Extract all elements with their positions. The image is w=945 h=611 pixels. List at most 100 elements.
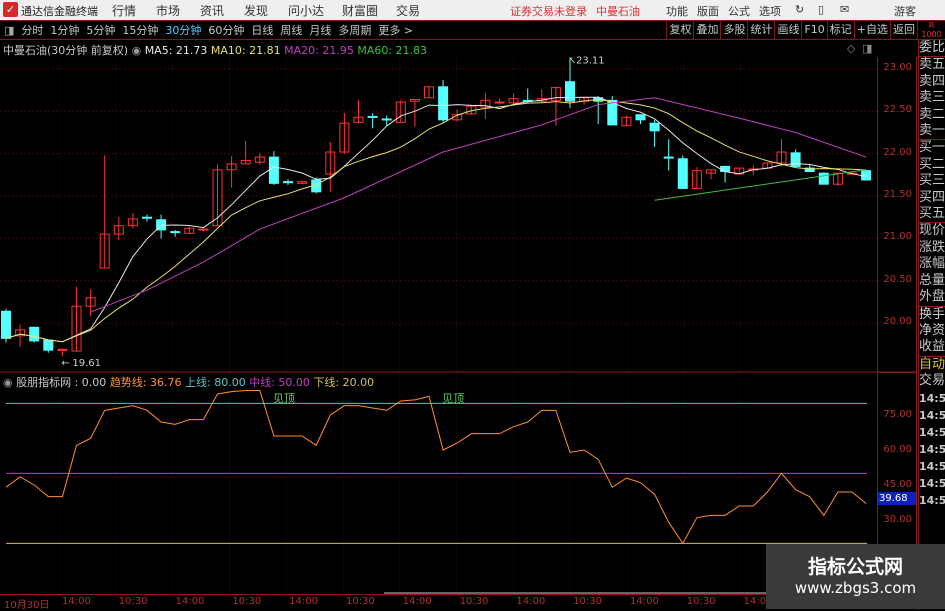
time-tick: 10月30日 (4, 600, 50, 611)
multi-stock-button[interactable]: 多股 (720, 21, 747, 39)
ma5-value: MA5: 21.73 (144, 44, 208, 57)
quote-field[interactable]: 总量 (919, 272, 945, 288)
quote-field[interactable]: 卖二 (919, 106, 945, 122)
candle-body (381, 118, 392, 121)
period-weekly[interactable]: 周线 (280, 24, 303, 37)
quote-field[interactable]: 外盘 (919, 289, 945, 305)
quote-field[interactable]: 收益 (919, 339, 945, 355)
menu-discover[interactable]: 发现 (244, 4, 269, 18)
time-tick: 14:00 (402, 596, 432, 607)
menu-quotes[interactable]: 行情 (112, 4, 137, 18)
candle-body (720, 165, 731, 172)
candle (339, 113, 350, 154)
time-tick: 14:00 (516, 596, 546, 607)
auto-trade-label[interactable]: 自动 (919, 355, 945, 372)
back-button[interactable]: 返回 (890, 21, 917, 39)
trend-label: 趋势线: 36.76 (109, 376, 182, 389)
quote-field[interactable]: 涨幅 (919, 256, 945, 272)
trade-time[interactable]: 14:56 (919, 459, 945, 473)
quote-field[interactable]: 涨跌 (919, 239, 945, 255)
quote-field[interactable]: 换手 (919, 305, 945, 322)
time-tick: 10:30 (459, 596, 489, 607)
refresh-icon[interactable]: ↻ (795, 3, 805, 16)
trade-time[interactable]: 14:56 (919, 408, 945, 422)
candle-body (677, 158, 688, 189)
indicator-tick: 75.00 (883, 409, 912, 420)
trade-time[interactable]: 14:56 (919, 493, 945, 507)
menu-function[interactable]: 功能 (666, 5, 688, 18)
candle (57, 348, 68, 357)
candle (677, 155, 688, 189)
mail-icon[interactable]: ✉ (840, 3, 850, 16)
quote-field[interactable]: 买二 (919, 156, 945, 172)
quote-field[interactable]: 买一 (919, 139, 945, 156)
panel-toggle-icon[interactable]: ◨ (4, 23, 15, 37)
quote-field[interactable]: 买三 (919, 173, 945, 189)
candle-body (367, 115, 378, 118)
quote-field[interactable]: 买五 (919, 206, 945, 222)
f10-button[interactable]: F10 (801, 21, 826, 39)
price-axis: 23.00 22.50 22.00 21.50 21.00 20.50 20.00 (877, 57, 917, 372)
menu-ask[interactable]: 问小达 (288, 4, 325, 18)
settings-icon[interactable]: ◉ (131, 44, 142, 57)
adjust-button[interactable]: 复权 (666, 21, 693, 39)
indicator-tick: 30.00 (883, 514, 912, 525)
menu-options[interactable]: 选项 (759, 5, 781, 18)
quote-field[interactable]: 卖五 (919, 56, 945, 73)
candle-body (283, 181, 293, 184)
candle (325, 141, 336, 192)
candle (776, 139, 787, 167)
diamond-icon[interactable]: ◇ (847, 42, 856, 55)
draw-button[interactable]: 画线 (774, 21, 801, 39)
add-watchlist-button[interactable]: +自选 (853, 21, 890, 39)
quote-field[interactable]: 卖四 (919, 73, 945, 89)
indicator-settings-icon[interactable]: ◉ (3, 376, 13, 389)
trade-time[interactable]: 14:56 (919, 442, 945, 456)
trade-time[interactable]: 14:56 (919, 476, 945, 490)
period-30min[interactable]: 30分钟 (165, 24, 202, 37)
candle-body (409, 98, 420, 102)
user-label[interactable]: 游客 (894, 5, 916, 18)
quote-field[interactable]: 委比 (919, 40, 945, 55)
menu-news[interactable]: 资讯 (200, 4, 225, 18)
period-multi[interactable]: 多周期 (338, 24, 372, 37)
overlay-button[interactable]: 叠加 (693, 21, 720, 39)
login-warning[interactable]: 证券交易未登录 (510, 5, 587, 18)
app-logo-icon: ✓ (3, 2, 18, 17)
ma20-line (90, 97, 867, 313)
candle (663, 139, 674, 171)
period-monthly[interactable]: 月线 (309, 24, 332, 37)
candle (268, 151, 279, 186)
period-15min[interactable]: 15分钟 (122, 24, 159, 37)
stats-button[interactable]: 统计 (747, 21, 774, 39)
candle (184, 226, 195, 235)
menu-trade[interactable]: 交易 (396, 4, 421, 18)
quote-field[interactable]: 卖一 (919, 123, 945, 139)
period-1min[interactable]: 1分钟 (50, 24, 80, 37)
period-intraday[interactable]: 分时 (21, 24, 44, 37)
period-60min[interactable]: 60分钟 (208, 24, 245, 37)
layout-icon[interactable]: ◨ (862, 42, 873, 55)
price-tick: 22.00 (883, 146, 912, 158)
quote-field[interactable]: 买四 (919, 189, 945, 205)
trade-label[interactable]: 交易 (919, 373, 945, 389)
period-5min[interactable]: 5分钟 (86, 24, 116, 37)
candle-body (113, 225, 124, 235)
menu-wealth[interactable]: 财富圈 (342, 4, 379, 18)
trade-time[interactable]: 14:56 (919, 391, 945, 405)
candle (283, 179, 293, 186)
candle-body (184, 227, 195, 234)
menu-layout[interactable]: 版面 (697, 5, 719, 18)
trade-time[interactable]: 14:56 (919, 425, 945, 439)
mark-button[interactable]: 标记 (826, 21, 854, 39)
menu-market[interactable]: 市场 (156, 4, 181, 18)
phone-icon[interactable]: ▯ (818, 3, 825, 16)
period-daily[interactable]: 日线 (251, 24, 274, 37)
quote-field[interactable]: 卖三 (919, 90, 945, 106)
time-tick: 14:00 (175, 596, 205, 607)
quote-field[interactable]: 现价 (919, 222, 945, 239)
menu-formula[interactable]: 公式 (728, 5, 750, 18)
period-more[interactable]: 更多 > (378, 24, 414, 37)
quote-field[interactable]: 净资 (919, 322, 945, 338)
